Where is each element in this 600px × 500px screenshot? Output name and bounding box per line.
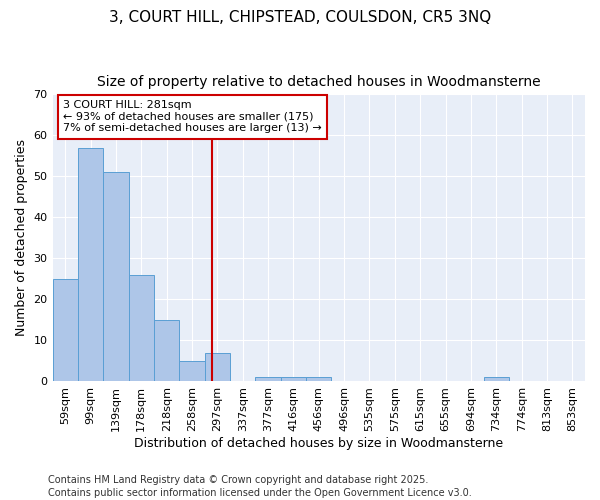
Bar [306,378,331,382]
Bar [128,275,154,382]
Bar [154,320,179,382]
Bar [53,279,78,382]
Text: 3, COURT HILL, CHIPSTEAD, COULSDON, CR5 3NQ: 3, COURT HILL, CHIPSTEAD, COULSDON, CR5 … [109,10,491,25]
X-axis label: Distribution of detached houses by size in Woodmansterne: Distribution of detached houses by size … [134,437,503,450]
Bar [179,361,205,382]
Bar [78,148,103,382]
Text: Contains HM Land Registry data © Crown copyright and database right 2025.: Contains HM Land Registry data © Crown c… [48,475,428,485]
Bar [484,378,509,382]
Y-axis label: Number of detached properties: Number of detached properties [15,140,28,336]
Bar [205,352,230,382]
Text: Contains public sector information licensed under the Open Government Licence v3: Contains public sector information licen… [48,488,472,498]
Bar [281,378,306,382]
Bar [256,378,281,382]
Bar [103,172,128,382]
Text: 3 COURT HILL: 281sqm
← 93% of detached houses are smaller (175)
7% of semi-detac: 3 COURT HILL: 281sqm ← 93% of detached h… [63,100,322,134]
Title: Size of property relative to detached houses in Woodmansterne: Size of property relative to detached ho… [97,75,541,89]
